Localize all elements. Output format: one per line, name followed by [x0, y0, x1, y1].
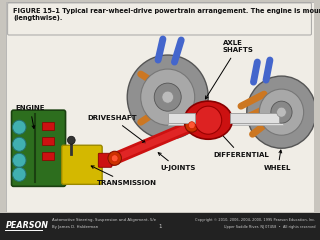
Text: Upper Saddle River, NJ 07458  •  All rights reserved: Upper Saddle River, NJ 07458 • All right…	[223, 225, 315, 229]
Bar	[168, 118, 284, 125]
Bar	[42, 152, 54, 160]
Circle shape	[277, 107, 286, 117]
Circle shape	[195, 106, 222, 134]
Text: Automotive Steering, Suspension and Alignment, 5/e: Automotive Steering, Suspension and Alig…	[52, 218, 156, 222]
Text: ENGINE: ENGINE	[15, 105, 45, 128]
FancyBboxPatch shape	[8, 3, 311, 35]
Circle shape	[12, 137, 26, 151]
FancyBboxPatch shape	[98, 153, 112, 167]
Circle shape	[259, 89, 304, 135]
Text: DIFFERENTIAL: DIFFERENTIAL	[213, 133, 269, 158]
Bar	[42, 122, 54, 130]
Circle shape	[68, 136, 75, 144]
Circle shape	[188, 122, 195, 129]
Circle shape	[12, 120, 26, 134]
Text: TRANSMISSION: TRANSMISSION	[91, 166, 157, 186]
Circle shape	[111, 155, 118, 162]
Text: PEARSON: PEARSON	[6, 221, 49, 230]
Ellipse shape	[184, 101, 232, 139]
Text: DRIVESHAFT: DRIVESHAFT	[88, 115, 145, 143]
Circle shape	[108, 151, 122, 165]
Text: FIGURE 15–1 Typical rear-wheel-drive powertrain arrangement. The engine is mount: FIGURE 15–1 Typical rear-wheel-drive pow…	[13, 8, 320, 21]
Text: U-JOINTS: U-JOINTS	[158, 153, 196, 171]
Text: 1: 1	[158, 224, 162, 229]
Circle shape	[12, 167, 26, 181]
Circle shape	[162, 91, 173, 103]
FancyBboxPatch shape	[12, 110, 66, 186]
Bar	[168, 113, 195, 123]
Text: AXLE
SHAFTS: AXLE SHAFTS	[205, 40, 253, 99]
Text: Copyright © 2010, 2006, 2004, 2000, 1995 Pearson Education, Inc.: Copyright © 2010, 2006, 2004, 2000, 1995…	[195, 218, 315, 222]
FancyBboxPatch shape	[62, 145, 102, 184]
Circle shape	[185, 118, 198, 132]
Bar	[42, 137, 54, 145]
Circle shape	[271, 101, 292, 123]
Circle shape	[154, 83, 181, 111]
Circle shape	[127, 55, 208, 139]
Circle shape	[12, 153, 26, 167]
Bar	[230, 113, 279, 123]
Text: By James D. Halderman: By James D. Halderman	[52, 225, 98, 229]
Circle shape	[141, 69, 195, 125]
Text: WHEEL: WHEEL	[264, 150, 292, 171]
Circle shape	[247, 76, 316, 148]
